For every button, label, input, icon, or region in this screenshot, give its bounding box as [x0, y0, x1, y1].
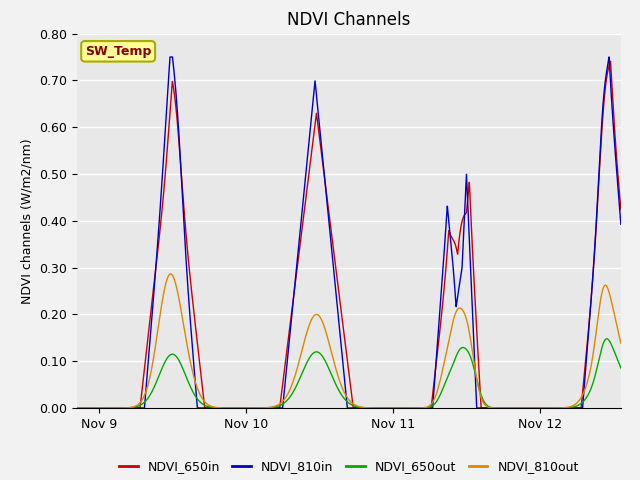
NDVI_810in [624, 313, 632, 319]
NDVI_810out [431, 394, 439, 399]
NDVI_650out [404, 405, 412, 411]
Title: NDVI Channels: NDVI Channels [287, 11, 410, 29]
NDVI_650in [607, 59, 614, 64]
Y-axis label: NDVI channels (W/m2/nm): NDVI channels (W/m2/nm) [20, 138, 33, 304]
NDVI_650out [431, 400, 439, 406]
NDVI_650out [526, 405, 534, 411]
NDVI_650in [431, 367, 439, 373]
NDVI_810out [404, 405, 412, 411]
NDVI_810in [173, 104, 181, 110]
NDVI_810out [624, 372, 632, 377]
NDVI_810out [484, 404, 492, 410]
NDVI_810in [432, 365, 440, 371]
NDVI_650in [276, 405, 284, 411]
NDVI_650in [73, 405, 81, 411]
Line: NDVI_650out: NDVI_650out [77, 339, 628, 408]
NDVI_650out [173, 354, 180, 360]
NDVI_810in [166, 54, 174, 60]
NDVI_650in [484, 405, 492, 411]
NDVI_650in [404, 405, 412, 411]
NDVI_810out [526, 405, 534, 411]
NDVI_810out [73, 405, 81, 411]
NDVI_810out [173, 287, 181, 292]
NDVI_810in [404, 405, 412, 411]
NDVI_650out [73, 405, 81, 411]
NDVI_810in [73, 405, 81, 411]
NDVI_650in [624, 283, 632, 289]
NDVI_650in [173, 115, 180, 121]
NDVI_810in [345, 405, 353, 411]
Legend: NDVI_650in, NDVI_810in, NDVI_650out, NDVI_810out: NDVI_650in, NDVI_810in, NDVI_650out, NDV… [114, 456, 584, 479]
NDVI_810in [527, 405, 534, 411]
Line: NDVI_810out: NDVI_810out [77, 274, 628, 408]
NDVI_650out [284, 397, 291, 403]
NDVI_650out [624, 383, 632, 389]
Text: SW_Temp: SW_Temp [85, 45, 151, 58]
NDVI_810out [166, 271, 174, 277]
Line: NDVI_810in: NDVI_810in [77, 57, 628, 408]
NDVI_810out [284, 392, 291, 397]
NDVI_810in [284, 355, 291, 361]
NDVI_650out [484, 403, 492, 409]
NDVI_810in [484, 405, 492, 411]
NDVI_650in [284, 342, 291, 348]
NDVI_650out [603, 336, 611, 342]
NDVI_650in [526, 405, 534, 411]
Line: NDVI_650in: NDVI_650in [77, 61, 628, 408]
